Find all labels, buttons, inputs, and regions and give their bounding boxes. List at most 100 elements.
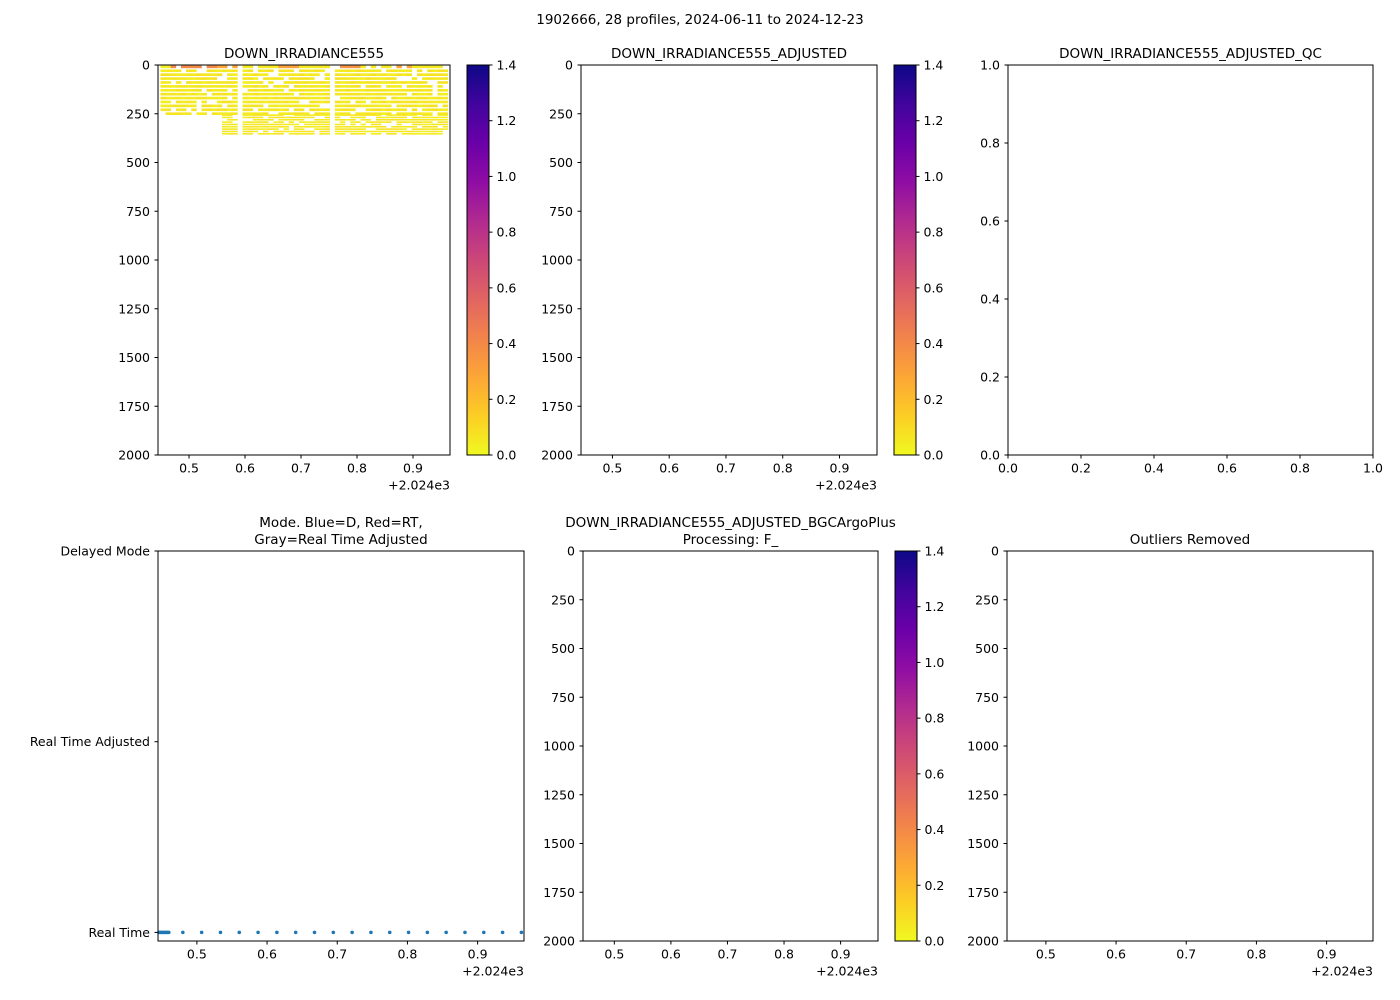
heatmap-cell (175, 100, 182, 104)
heatmap-cell (268, 108, 274, 112)
heatmap-cell (339, 112, 346, 116)
heatmap-cell (206, 85, 213, 88)
heatmap-cell (304, 88, 310, 92)
colorbar-tick-label: 1.0 (925, 655, 945, 670)
heatmap-cell (288, 100, 295, 104)
heatmap-cell (252, 118, 259, 121)
heatmap-cell (427, 104, 433, 108)
heatmap-cell (216, 69, 223, 73)
heatmap-cell (227, 121, 233, 123)
heatmap-cell (391, 116, 397, 119)
heatmap-cell (232, 92, 238, 96)
heatmap-cell (191, 108, 197, 112)
y-tick-label: 2000 (543, 934, 575, 949)
heatmap-cell (268, 65, 274, 69)
heatmap-cell (406, 88, 413, 92)
heatmap-cell (186, 104, 192, 108)
heatmap-cell (345, 130, 351, 133)
heatmap-cell (381, 77, 387, 80)
heatmap-cell (309, 100, 315, 104)
heatmap-cell (242, 65, 248, 69)
heatmap-cell (442, 121, 449, 123)
heatmap-cell (334, 130, 341, 133)
heatmap-cell (252, 100, 259, 104)
heatmap-cell (191, 100, 197, 104)
heatmap-cell (386, 104, 392, 108)
heatmap-cell (222, 81, 228, 84)
heatmap-cell (427, 69, 433, 73)
heatmap-cell (355, 126, 361, 128)
heatmap-cell (263, 130, 269, 133)
heatmap-cell (298, 114, 305, 116)
heatmap-cell (252, 85, 259, 88)
heatmap-cell (165, 65, 172, 69)
heatmap-cell (391, 88, 397, 92)
axes-frame-qc (1007, 64, 1374, 456)
colorbar-tick-label: 0.8 (924, 225, 944, 240)
x-tick-label: 0.9 (830, 461, 850, 476)
y-tick-label: 750 (549, 204, 573, 219)
heatmap-cell (288, 69, 295, 73)
heatmap-cell (257, 116, 264, 119)
heatmap-cell (339, 130, 346, 133)
heatmap-cell (216, 85, 223, 88)
heatmap-cell (411, 104, 418, 108)
heatmap-cell (273, 96, 279, 100)
heatmap-cell (165, 104, 172, 108)
heatmap-cell (375, 104, 382, 108)
heatmap-cell (411, 126, 418, 128)
heatmap-cell (339, 123, 346, 126)
heatmap-cell (432, 128, 438, 130)
heatmap-cell (247, 126, 254, 128)
panel-title-mode: Mode. Blue=D, Red=RT, (259, 515, 422, 531)
heatmap-cell (304, 96, 310, 100)
heatmap-cell (165, 88, 172, 92)
heatmap-cell (247, 112, 254, 116)
heatmap-cell (360, 123, 366, 126)
heatmap-cell (293, 118, 300, 121)
heatmap-cell (263, 126, 269, 128)
heatmap-cell (242, 108, 248, 112)
y-tick-label: 0 (565, 58, 573, 73)
heatmap-cell (360, 128, 366, 130)
heatmap-cell (370, 108, 377, 112)
heatmap-cell (257, 121, 264, 123)
heatmap-cell (222, 69, 228, 73)
heatmap-cell (196, 85, 202, 88)
heatmap-cell (186, 65, 192, 69)
heatmap-cell (396, 96, 402, 100)
heatmap-cell (365, 96, 372, 100)
heatmap-cell (396, 121, 402, 123)
heatmap-cell (304, 81, 310, 84)
heatmap-cell (427, 133, 433, 135)
heatmap-cell (345, 108, 351, 112)
heatmap-cell (201, 104, 207, 108)
heatmap-cell (360, 104, 366, 108)
colorbar-tick-label: 0.0 (924, 448, 944, 463)
heatmap-cell (381, 65, 387, 69)
heatmap-cell (191, 81, 197, 84)
y-tick-label: 1500 (543, 836, 575, 851)
heatmap-cell (391, 81, 397, 84)
heatmap-cell (232, 85, 238, 88)
heatmap-cell (278, 121, 284, 123)
heatmap-cell (227, 112, 233, 116)
y-tick-label: 1000 (543, 739, 575, 754)
heatmap-cell (309, 85, 315, 88)
heatmap-cell (370, 81, 377, 84)
heatmap-cell (247, 73, 254, 77)
heatmap-cell (232, 104, 238, 108)
heatmap-cell (273, 128, 279, 130)
heatmap-cell (232, 126, 238, 128)
heatmap-cell (206, 104, 213, 108)
heatmap-cell (227, 123, 233, 126)
heatmap-cell (191, 73, 197, 77)
heatmap-cell (273, 126, 279, 128)
heatmap-cell (411, 81, 418, 84)
heatmap-cell (201, 81, 207, 84)
y-tick-label: 750 (551, 690, 575, 705)
heatmap-cell (391, 92, 397, 96)
heatmap-cell (278, 104, 284, 108)
heatmap-cell (257, 104, 264, 108)
